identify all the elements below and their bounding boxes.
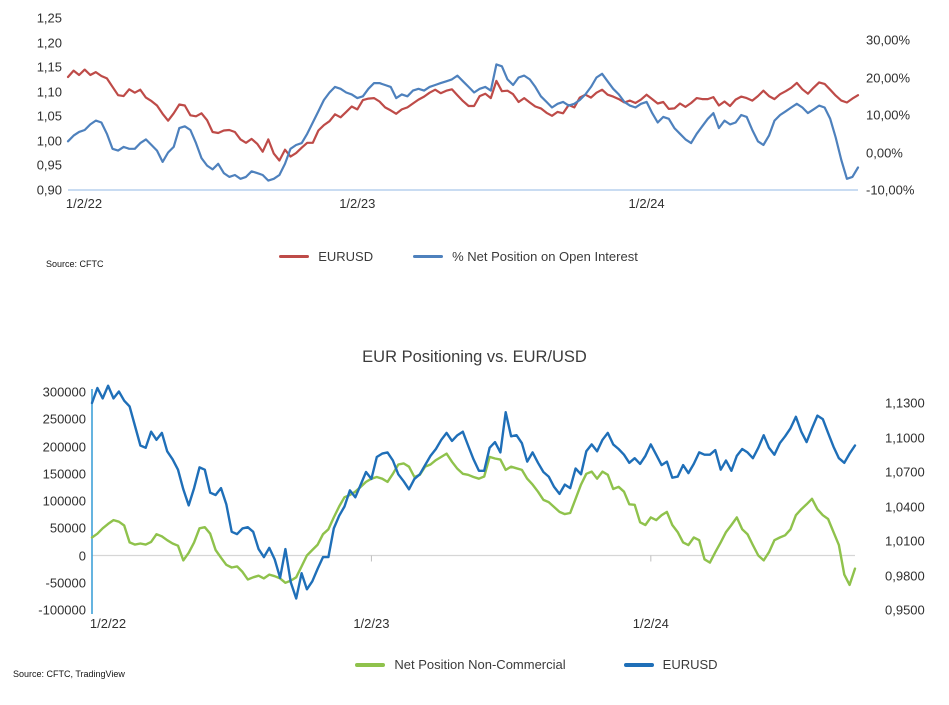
eurusd-bottom-line-marker (623, 662, 654, 667)
eurusd-bottom-line (90, 384, 857, 600)
legend-item-eurusd-bottom: EURUSD (623, 657, 718, 672)
eurusd-top-line (66, 68, 860, 162)
legend-label-net-position-pct: % Net Position on Open Interest (452, 249, 638, 264)
source-note-bottom: Source: CFTC, TradingView (13, 669, 125, 679)
net-position-pct-oi-line (66, 63, 860, 182)
net-position-line-marker (355, 662, 386, 667)
eurusd-line-marker (279, 255, 310, 258)
legend-item-net-position-pct: % Net Position on Open Interest (413, 249, 638, 264)
bottom-chart-title: EUR Positioning vs. EUR/USD (362, 348, 587, 366)
legend-label-net-position: Net Position Non-Commercial (394, 657, 566, 672)
legend-bottom-chart: Net Position Non-Commercial EURUSD (62, 657, 949, 672)
net-position-noncommercial-line (90, 452, 857, 587)
source-note-top: Source: CFTC (46, 259, 104, 269)
legend-label-eurusd: EURUSD (318, 249, 374, 264)
legend-top-chart: EURUSD % Net Position on Open Interest (0, 249, 933, 264)
legend-label-eurusd-bottom: EURUSD (662, 657, 718, 672)
net-position-pct-line-marker (413, 255, 444, 258)
legend-item-net-position: Net Position Non-Commercial (355, 657, 566, 672)
legend-item-eurusd: EURUSD (279, 249, 373, 264)
